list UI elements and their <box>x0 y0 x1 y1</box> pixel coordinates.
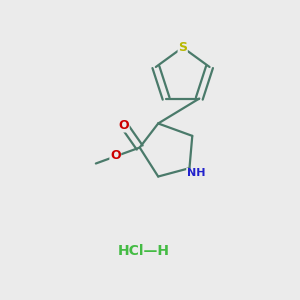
Text: NH: NH <box>187 169 205 178</box>
Text: O: O <box>118 119 129 132</box>
Text: S: S <box>178 41 187 54</box>
Text: O: O <box>110 149 121 162</box>
Text: HCl—H: HCl—H <box>118 244 170 258</box>
